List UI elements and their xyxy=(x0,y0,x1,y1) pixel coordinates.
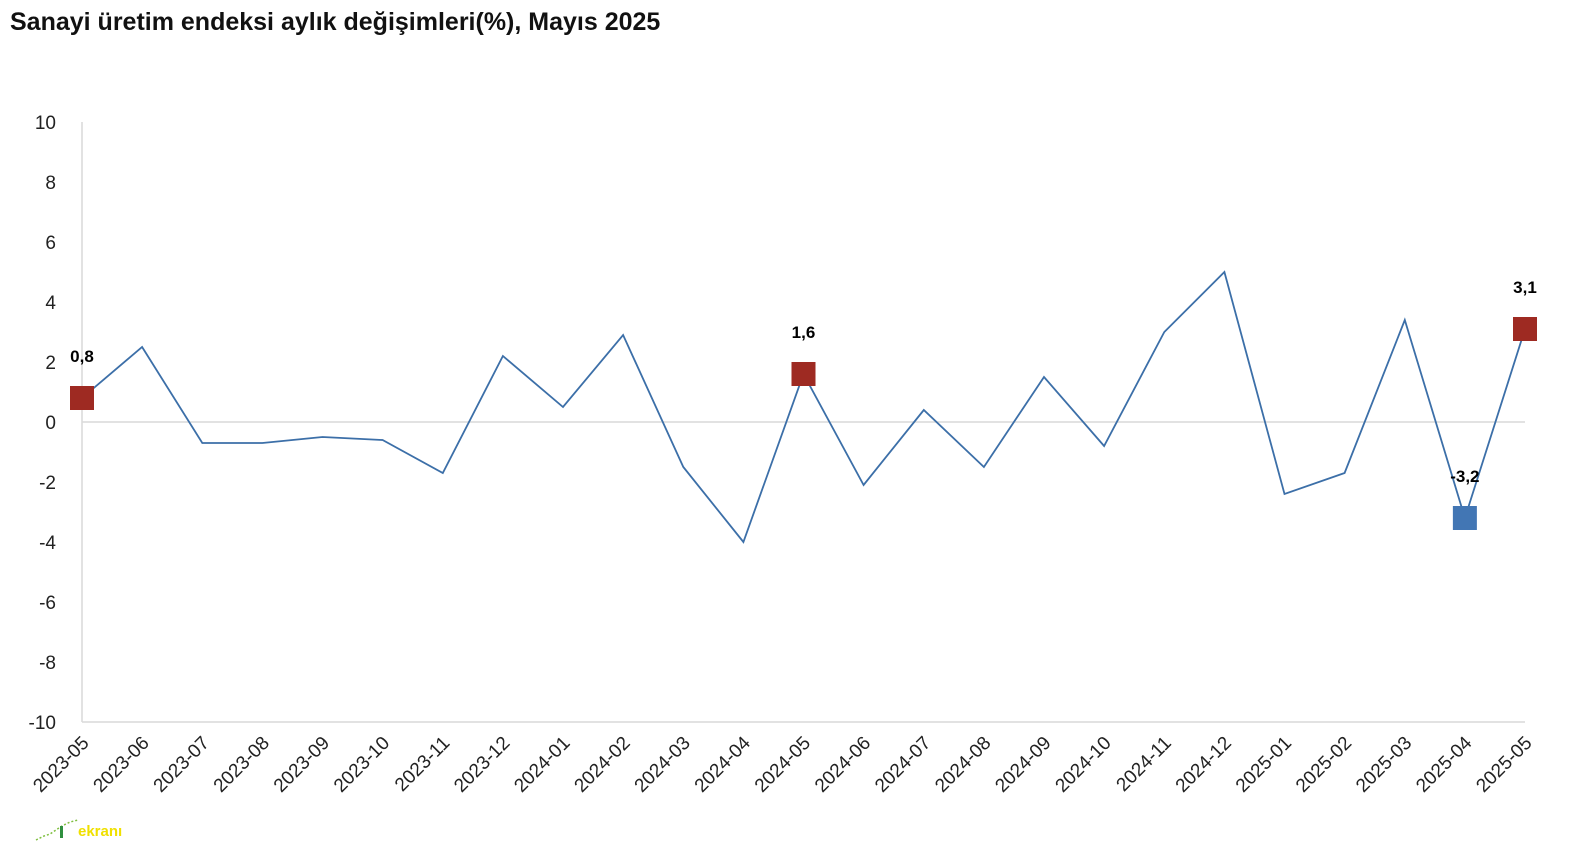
y-tick-label: 8 xyxy=(45,173,56,194)
y-tick-label: -10 xyxy=(29,713,56,734)
y-tick-label: -8 xyxy=(39,653,56,674)
x-tick-label: 2025-04 xyxy=(1412,732,1476,796)
y-tick-label: 4 xyxy=(45,293,56,314)
y-tick-label: 2 xyxy=(45,353,56,374)
chart-axes: 1086420-2-4-6-8-102023-052023-062023-072… xyxy=(29,113,1537,797)
y-tick-label: 6 xyxy=(45,233,56,254)
y-tick-label: 0 xyxy=(45,413,56,434)
y-tick-label: -4 xyxy=(39,533,56,554)
x-tick-label: 2025-05 xyxy=(1472,733,1536,797)
x-tick-label: 2024-02 xyxy=(571,733,635,797)
data-label: -3,2 xyxy=(1450,467,1479,486)
data-label: 0,8 xyxy=(70,347,94,366)
chart-title: Sanayi üretim endeksi aylık değişimleri(… xyxy=(10,8,661,36)
watermark-text: ekranı xyxy=(78,823,122,840)
x-tick-label: 2024-04 xyxy=(691,732,755,796)
x-tick-label: 2025-02 xyxy=(1292,733,1356,797)
x-tick-label: 2023-06 xyxy=(90,733,154,797)
watermark-logo: ekranı xyxy=(35,819,122,841)
chart-series xyxy=(81,270,1526,544)
x-tick-label: 2024-12 xyxy=(1172,733,1236,797)
x-tick-label: 2024-11 xyxy=(1113,733,1176,796)
x-tick-label: 2024-01 xyxy=(510,733,574,797)
x-tick-label: 2023-08 xyxy=(210,733,274,797)
x-tick-label: 2024-03 xyxy=(631,733,695,797)
data-label: 1,6 xyxy=(792,323,816,342)
x-tick-label: 2025-03 xyxy=(1352,733,1416,797)
x-tick-label: 2024-05 xyxy=(751,733,815,797)
highlight-marker xyxy=(1452,506,1477,530)
data-label: 3,1 xyxy=(1513,278,1537,297)
series-line xyxy=(81,270,1526,544)
x-tick-label: 2023-05 xyxy=(29,733,93,797)
x-tick-label: 2024-06 xyxy=(811,733,875,797)
x-tick-label: 2023-11 xyxy=(391,733,454,796)
x-tick-label: 2023-12 xyxy=(450,733,514,797)
highlight-marker xyxy=(70,386,94,410)
x-tick-label: 2024-08 xyxy=(931,733,995,797)
x-tick-label: 2024-07 xyxy=(871,733,935,797)
x-tick-label: 2023-07 xyxy=(150,733,214,797)
x-tick-label: 2025-01 xyxy=(1232,733,1296,797)
highlight-marker xyxy=(791,362,816,386)
x-tick-label: 2023-09 xyxy=(270,733,334,797)
chart-highlight-marks: 0,8 1,6 -3,2 3,1 xyxy=(70,278,1537,530)
x-tick-label: 2024-09 xyxy=(991,733,1055,797)
y-tick-label: -6 xyxy=(39,593,56,614)
x-tick-label: 2024-10 xyxy=(1052,733,1116,797)
watermark-graph-icon xyxy=(35,819,79,841)
watermark-bar-icon xyxy=(60,826,63,838)
y-tick-label: -2 xyxy=(39,473,56,494)
highlight-marker xyxy=(1513,317,1537,341)
x-tick-label: 2023-10 xyxy=(330,733,394,797)
y-tick-label: 10 xyxy=(35,113,56,134)
